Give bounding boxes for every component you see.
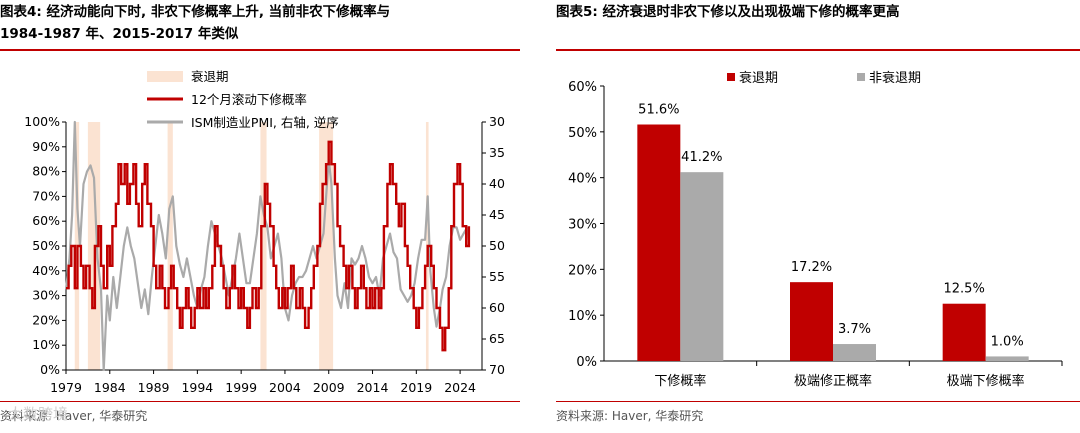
x-tick-label: 1979 (50, 380, 82, 395)
right-source-note: 资料来源: Haver, 华泰研究 (556, 409, 704, 423)
recession-band-2 (167, 122, 173, 370)
bar-y-tick-label: 0% (576, 355, 597, 370)
bar-data-label: 3.7% (838, 322, 871, 337)
left-chart-title-line1: 图表4: 经济动能向下时, 非农下修概率上升, 当前非农下修概率与 (0, 4, 391, 20)
right-y-tick-label: 50 (489, 238, 505, 253)
x-tick-label: 1989 (138, 380, 170, 395)
x-tick-label: 2009 (313, 380, 345, 395)
left-y-tick-label: 0% (40, 362, 60, 377)
legend-label: 衰退期 (191, 69, 229, 84)
left-chart-title-line2: 1984-1987 年、2015-2017 年类似 (0, 26, 239, 42)
left-y-tick-label: 40% (32, 263, 60, 278)
right-y-tick-label: 65 (489, 331, 505, 346)
right-chart-panel: 图表5: 经济衰退时非农下修以及出现极端下修的概率更高 0% 10% 20% 30% 4… (556, 0, 1080, 433)
legend-swatch-recession (147, 71, 183, 82)
left-chart-panel: 图表4: 经济动能向下时, 非农下修概率上升, 当前非农下修概率与 1984-1… (0, 0, 520, 433)
bar-legend-label: 衰退期 (739, 70, 778, 86)
bar-category-label: 极端修正概率 (794, 373, 872, 389)
bar-category-label: 极端下修概率 (947, 373, 1025, 389)
left-y-tick-label: 60% (32, 213, 60, 228)
right-source-rule (556, 401, 1080, 402)
bar-non-recession (833, 344, 876, 361)
x-tick-label: 2024 (444, 380, 476, 395)
right-y-tick-label: 35 (489, 145, 505, 160)
x-tick-label: 2019 (400, 380, 432, 395)
recession-band-3 (260, 122, 267, 370)
bar-data-label: 51.6% (638, 103, 679, 118)
bar-non-recession (680, 172, 724, 361)
bar-legend-label: 非衰退期 (869, 70, 921, 86)
left-y-tick-label: 50% (32, 238, 60, 253)
x-tick-label: 1994 (181, 380, 213, 395)
bar-y-tick-label: 50% (568, 126, 597, 141)
legend-label: 12个月滚动下修概率 (191, 92, 307, 107)
bar-data-label: 17.2% (791, 260, 832, 275)
bar-y-tick-label: 10% (568, 309, 597, 324)
left-y-tick-label: 80% (32, 164, 60, 179)
bar-data-label: 1.0% (991, 334, 1024, 349)
right-y-tick-label: 60 (489, 300, 505, 315)
left-title-rule (0, 49, 520, 51)
bar-legend-swatch (857, 73, 865, 81)
bar-y-tick-label: 20% (568, 263, 597, 278)
line-chart: 0% 10% 20% 30% 40% 50% 60% 70% 80% 90% 100% 30 35 40 4… (24, 69, 505, 395)
bar-y-tick-label: 40% (568, 172, 597, 187)
bar-legend-swatch (727, 73, 735, 81)
bar-recession (637, 124, 681, 361)
revision-probability-line (66, 140, 471, 352)
x-tick-label: 1984 (94, 380, 126, 395)
bar-recession (790, 282, 833, 361)
x-tick-label: 2014 (357, 380, 389, 395)
legend-label: ISM制造业PMI, 右轴, 逆序 (191, 115, 339, 130)
bar-data-label: 12.5% (944, 282, 985, 297)
right-y-tick-label: 70 (489, 362, 505, 377)
left-y-tick-label: 70% (32, 188, 60, 203)
bar-category-label: 下修概率 (654, 373, 706, 389)
bar-chart: 0% 10% 20% 30% 40% 50% 60% 51.6% 41.2% 下修概率 17.2% 3… (568, 70, 1063, 389)
bar-recession (942, 303, 986, 361)
bar-y-tick-label: 30% (568, 218, 597, 233)
watermark: 大数跨境 (8, 405, 69, 423)
left-y-tick-label: 10% (32, 337, 60, 352)
right-y-tick-label: 30 (489, 114, 505, 129)
pmi-series-line (64, 120, 470, 372)
right-y-tick-label: 45 (489, 207, 505, 222)
right-y-tick-label: 40 (489, 176, 505, 191)
bar-data-label: 41.2% (681, 150, 722, 165)
x-tick-label: 1999 (225, 380, 257, 395)
x-tick-label: 2004 (269, 380, 301, 395)
right-title-rule (556, 49, 1080, 51)
left-y-tick-label: 30% (32, 288, 60, 303)
left-source-rule (0, 401, 520, 402)
left-source-note: 资料来源: Haver, 华泰研究 (0, 409, 148, 423)
left-y-tick-label: 20% (32, 312, 60, 327)
left-y-tick-label: 90% (32, 139, 60, 154)
bar-y-tick-label: 60% (568, 80, 597, 95)
left-y-tick-label: 100% (24, 114, 60, 129)
right-y-tick-label: 55 (489, 269, 505, 284)
right-chart-title: 图表5: 经济衰退时非农下修以及出现极端下修的概率更高 (556, 4, 900, 20)
bar-non-recession (985, 356, 1029, 361)
